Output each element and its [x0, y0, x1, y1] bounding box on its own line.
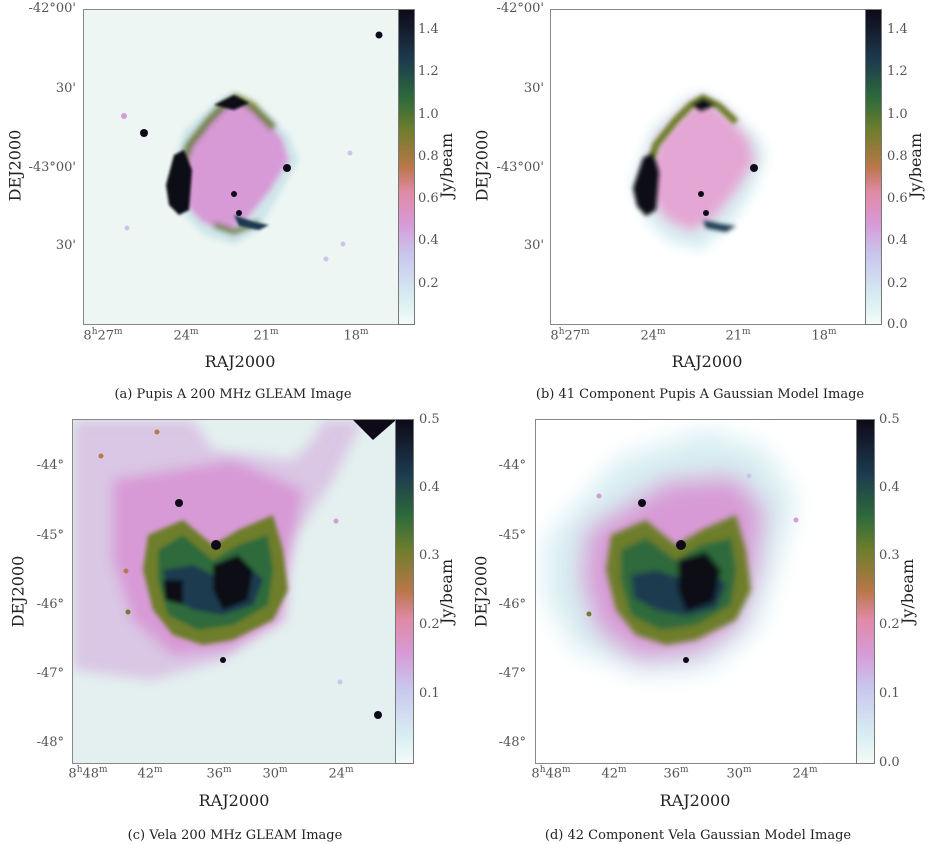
- xtick: 8h48m: [531, 765, 571, 782]
- pupis-a-gleam-image: [83, 9, 400, 325]
- ytick: -47°: [36, 666, 64, 681]
- cbtick: 1.2: [887, 64, 908, 79]
- ytick: -44°: [498, 458, 526, 473]
- cbtick: 0.2: [419, 617, 440, 632]
- xtick: 24m: [328, 765, 354, 782]
- cbtick: 0.4: [887, 233, 908, 248]
- caption-c: (c) Vela 200 MHz GLEAM Image: [127, 828, 343, 843]
- colorbar-c: [395, 419, 414, 764]
- ytick: -42°00': [496, 1, 544, 16]
- cbtick: 0.4: [419, 480, 440, 495]
- ytick: -46°: [498, 597, 526, 612]
- xtick: 42m: [601, 765, 627, 782]
- cbtick: 0.4: [418, 233, 439, 248]
- cbtick: 1.4: [887, 22, 908, 37]
- xtick: 8h27m: [550, 327, 590, 344]
- ytick: 30': [55, 81, 76, 96]
- colorbar-label: Jy/beam: [437, 558, 457, 625]
- ytick: -46°: [36, 597, 64, 612]
- vela-model-image: [535, 419, 858, 764]
- ytick: -48°: [36, 735, 64, 750]
- ytick: 30': [523, 81, 544, 96]
- colorbar-d: [856, 419, 875, 764]
- xtick: 21m: [725, 327, 751, 344]
- colorbar-label: Jy/beam: [906, 132, 926, 199]
- xtick: 36m: [206, 765, 232, 782]
- ytick: -45°: [36, 528, 64, 543]
- cbtick: 0.2: [879, 617, 900, 632]
- ytick: 30': [523, 238, 544, 253]
- xtick: 24m: [640, 327, 666, 344]
- cbtick: 0.6: [887, 191, 908, 206]
- y-axis-label: DEJ2000: [8, 555, 28, 628]
- x-axis-label: RAJ2000: [204, 352, 276, 371]
- vela-gleam-image: [72, 419, 397, 764]
- ytick: -43°00': [496, 160, 544, 175]
- caption-a: (a) Pupis A 200 MHz GLEAM Image: [114, 387, 352, 402]
- cbtick: 1.0: [887, 107, 908, 122]
- ytick: -47°: [498, 666, 526, 681]
- xtick: 24m: [792, 765, 818, 782]
- xtick: 18m: [811, 327, 837, 344]
- xtick: 30m: [726, 765, 752, 782]
- colorbar-a: [398, 9, 415, 325]
- xtick: 18m: [343, 327, 369, 344]
- cbtick: 0.3: [419, 548, 440, 563]
- xtick: 30m: [262, 765, 288, 782]
- x-axis-label: RAJ2000: [671, 352, 743, 371]
- ytick: -48°: [498, 735, 526, 750]
- y-axis-label: DEJ2000: [471, 555, 491, 628]
- cbtick: 0.0: [879, 755, 900, 770]
- cbtick: 0.6: [418, 191, 439, 206]
- xtick: 24m: [173, 327, 199, 344]
- x-axis-label: RAJ2000: [198, 791, 270, 810]
- cbtick: 0.2: [887, 276, 908, 291]
- x-axis-label: RAJ2000: [659, 791, 731, 810]
- cbtick: 0.8: [418, 149, 439, 164]
- cbtick: 0.0: [887, 317, 908, 332]
- y-axis-label: DEJ2000: [5, 129, 25, 202]
- ytick: -43°00': [28, 160, 76, 175]
- cbtick: 0.3: [879, 548, 900, 563]
- xtick: 8h48m: [68, 765, 108, 782]
- y-axis-label: DEJ2000: [472, 129, 492, 202]
- ytick: -44°: [36, 458, 64, 473]
- xtick: 21m: [253, 327, 279, 344]
- cbtick: 0.5: [879, 412, 900, 427]
- cbtick: 1.2: [418, 64, 439, 79]
- colorbar-label: Jy/beam: [437, 132, 457, 199]
- cbtick: 0.1: [879, 686, 900, 701]
- pupis-a-model-image: [550, 9, 867, 325]
- caption-b: (b) 41 Component Pupis A Gaussian Model …: [535, 387, 865, 402]
- caption-d: (d) 42 Component Vela Gaussian Model Ima…: [544, 828, 852, 843]
- ytick: 30': [55, 238, 76, 253]
- xtick: 36m: [663, 765, 689, 782]
- cbtick: 1.4: [418, 22, 439, 37]
- ytick: -42°00': [28, 1, 76, 16]
- cbtick: 0.2: [418, 276, 439, 291]
- cbtick: 0.1: [419, 686, 440, 701]
- cbtick: 0.5: [419, 412, 440, 427]
- xtick: 8h27m: [83, 327, 123, 344]
- cbtick: 1.0: [418, 107, 439, 122]
- cbtick: 0.4: [879, 480, 900, 495]
- colorbar-b: [865, 9, 882, 325]
- xtick: 42m: [137, 765, 163, 782]
- cbtick: 0.8: [887, 149, 908, 164]
- colorbar-label: Jy/beam: [898, 558, 918, 625]
- ytick: -45°: [498, 528, 526, 543]
